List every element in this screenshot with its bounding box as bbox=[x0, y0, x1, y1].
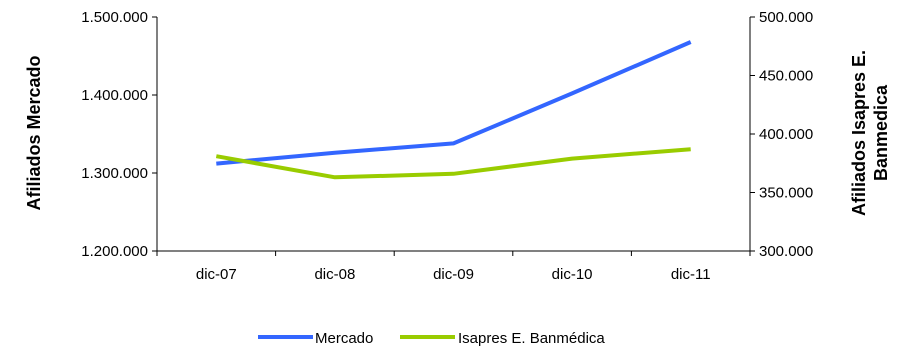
chart-axes bbox=[156, 17, 751, 252]
right-tick-label: 350.000 bbox=[759, 185, 813, 202]
x-tick-label: dic-08 bbox=[314, 266, 355, 283]
x-tick-label: dic-11 bbox=[671, 266, 711, 283]
legend-label: Mercado bbox=[315, 330, 373, 347]
left-axis-title: Afiliados Mercado bbox=[24, 55, 44, 210]
left-tick-label: 1.400.000 bbox=[81, 87, 148, 104]
right-tick-label: 400.000 bbox=[759, 126, 813, 143]
series-line-mercado bbox=[216, 40, 692, 166]
left-tick-label: 1.500.000 bbox=[81, 9, 148, 26]
right-tick-label: 300.000 bbox=[759, 243, 813, 260]
legend-label: Isapres E. Banmédica bbox=[458, 330, 605, 347]
x-axis-ticks: dic-07 dic-08 dic-09 dic-10 dic-11 bbox=[156, 251, 751, 283]
x-tick-label: dic-09 bbox=[433, 266, 474, 283]
right-axis-title-line-1: Afiliados Isapres E. bbox=[849, 50, 869, 216]
right-axis-ticks: 300.000 350.000 400.000 450.000 500.000 bbox=[750, 9, 813, 260]
right-tick-label: 450.000 bbox=[759, 68, 813, 85]
x-tick-label: dic-10 bbox=[552, 266, 593, 283]
series-line-isapres-e-banm-dica bbox=[215, 147, 691, 180]
right-axis-title-line-2: Banmedica bbox=[871, 84, 891, 181]
left-axis-ticks: 1.200.000 1.300.000 1.400.000 1.500.000 bbox=[81, 9, 157, 260]
x-tick-label: dic-07 bbox=[196, 266, 237, 283]
left-tick-label: 1.200.000 bbox=[81, 243, 148, 260]
right-axis-title: Afiliados Isapres E. Banmedica bbox=[849, 50, 891, 216]
left-tick-label: 1.300.000 bbox=[81, 165, 148, 182]
right-tick-label: 500.000 bbox=[759, 9, 813, 26]
chart-legend: Mercado Isapres E. Banmédica bbox=[258, 330, 605, 347]
series-lines bbox=[215, 40, 692, 180]
